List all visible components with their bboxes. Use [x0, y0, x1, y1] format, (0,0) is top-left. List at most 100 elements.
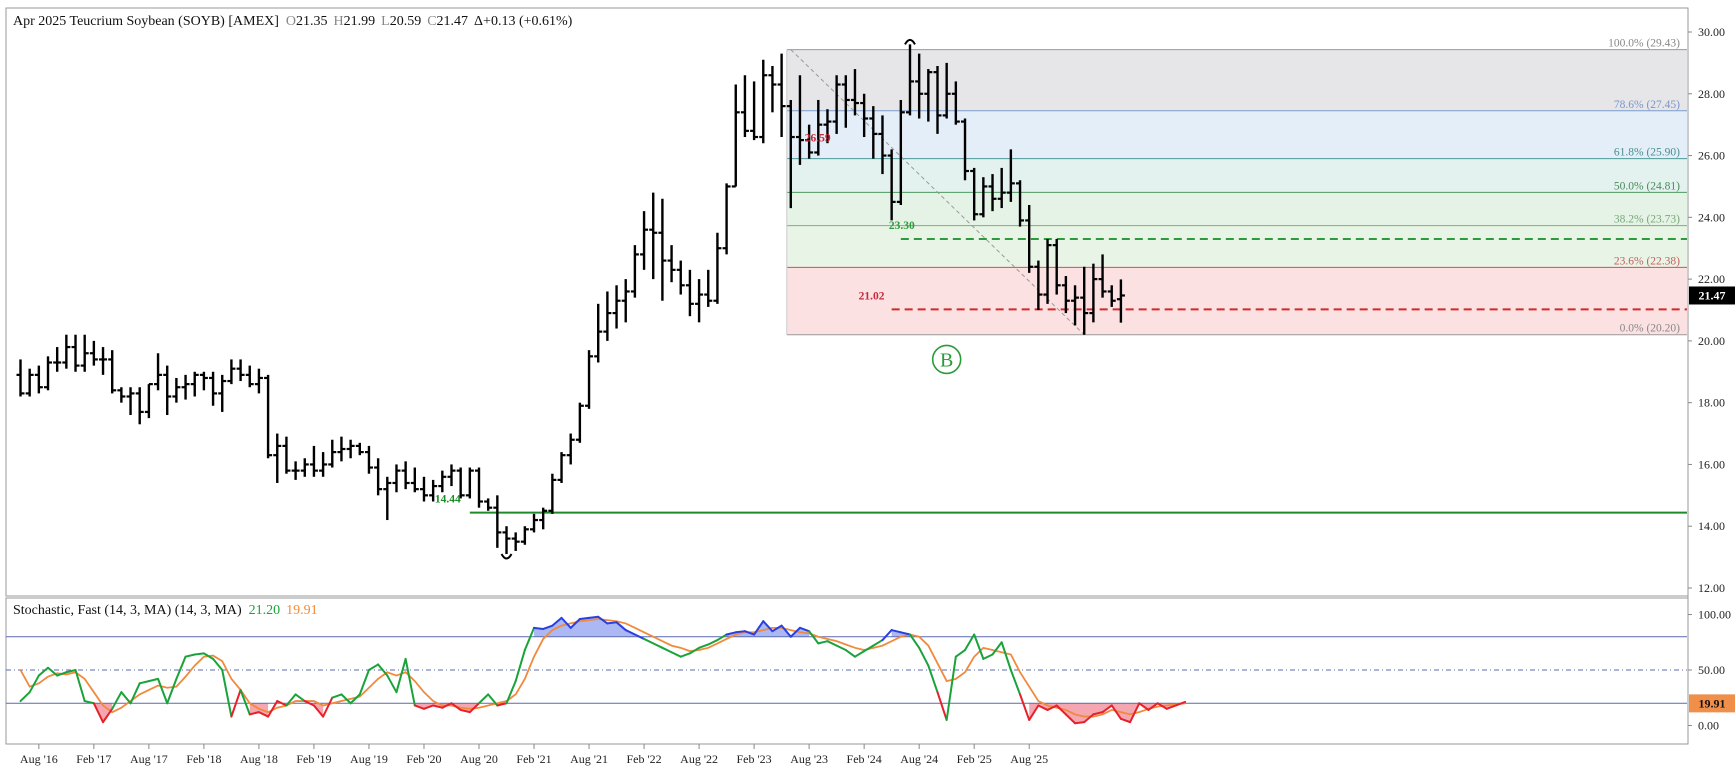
stoch-k-segment	[688, 646, 701, 655]
ohlc-bar	[970, 167, 979, 221]
stoch-k-segment	[679, 652, 691, 658]
ohlc-bar	[511, 532, 520, 551]
stoch-k-segment	[1055, 704, 1067, 716]
stoch-y-axis: 0.00 50.00 100.00 19.91	[1688, 608, 1735, 732]
ohlc-bar	[695, 279, 704, 323]
stoch-k-segment	[395, 657, 407, 694]
ohlc-bar	[740, 75, 749, 138]
ohlc-bar	[860, 93, 869, 138]
ohlc-bar	[530, 513, 539, 533]
stoch-k-segment	[945, 655, 957, 721]
stoch-k-segment	[468, 702, 480, 714]
x-tick-label: Aug '24	[900, 752, 938, 766]
fib-level-label: 38.2% (23.73)	[1614, 214, 1680, 226]
stoch-k-segment	[257, 711, 270, 718]
ohlc-bar	[291, 461, 300, 480]
stoch-k-segment	[908, 633, 921, 649]
stoch-k-segment	[478, 693, 490, 705]
ohlc-bar	[1098, 254, 1107, 298]
ohlc-bar	[805, 124, 814, 159]
stoch-y-tick-label: 100.00	[1698, 608, 1731, 622]
stoch-title: Stochastic, Fast (14, 3, MA) (14, 3, MA)	[13, 603, 242, 618]
stoch-k-segment	[808, 630, 820, 645]
x-tick-label: Aug '21	[570, 752, 608, 766]
stoch-k-segment	[780, 624, 792, 638]
stoch-k-segment	[936, 691, 948, 721]
fib-trend-line	[790, 49, 1085, 336]
price-y-tick-label: 22.00	[1698, 272, 1725, 286]
stoch-k-segment	[138, 680, 150, 685]
ohlc-bar	[218, 374, 227, 412]
stoch-k-segment	[881, 629, 893, 642]
ohlc-bar	[1061, 276, 1070, 314]
ohlc-bar	[630, 245, 639, 298]
stoch-k-segment	[633, 633, 646, 640]
stoch-k-segment	[331, 693, 343, 699]
ohlc-bar	[557, 452, 566, 483]
stoch-k-segment	[83, 700, 95, 705]
ohlc-bar	[539, 507, 548, 530]
ohlc-bar	[1116, 279, 1125, 323]
ohlc-bar	[832, 75, 841, 134]
stoch-k-segment	[1165, 704, 1177, 710]
ohlc-bar	[1043, 238, 1052, 304]
stoch-last-label: 19.91	[1699, 696, 1726, 710]
stoch-k-segment	[982, 653, 994, 660]
stoch-k-segment	[459, 708, 471, 714]
stoch-k-segment	[991, 641, 1003, 656]
ohlc-bar	[1071, 285, 1080, 326]
swing-high-marker	[904, 38, 916, 45]
ohlc-bar	[346, 439, 355, 459]
stoch-k-segment	[120, 691, 132, 705]
stoch-k-segment	[349, 693, 361, 705]
ohlc-bar	[108, 350, 117, 394]
x-axis: Aug '16 Feb '17 Aug '17 Feb '18 Aug '18 Feb '…	[20, 744, 1048, 766]
support-label: 14.44	[435, 494, 461, 506]
stoch-k-segment	[358, 669, 370, 696]
ohlc-bar	[172, 377, 181, 403]
stoch-k-segment	[147, 677, 160, 683]
stoch-k-segment	[716, 633, 728, 642]
stoch-k-segment	[1046, 704, 1058, 711]
ohlc-bar	[1052, 238, 1061, 295]
stoch-k-segment	[422, 704, 435, 710]
stoch-k-segment	[927, 664, 939, 694]
stoch-k-segment	[615, 621, 627, 632]
stoch-k-segment	[698, 643, 710, 649]
ohlc-bar	[126, 387, 135, 416]
x-tick-label: Feb '25	[957, 752, 992, 766]
ohlc-bar	[603, 291, 612, 341]
ohlc-bar	[667, 245, 676, 283]
ohlc-bar	[181, 374, 190, 400]
price-bars	[16, 38, 1125, 560]
ohlc-bar	[44, 356, 53, 391]
stoch-k-segment	[432, 704, 444, 709]
stoch-k-segment	[844, 649, 856, 658]
stoch-k-segment	[973, 633, 985, 660]
stoch-k-segment	[1019, 693, 1031, 721]
fib-level-label: 78.6% (27.45)	[1614, 99, 1680, 111]
stoch-k-segment	[487, 693, 499, 707]
stoch-k-segment	[734, 630, 746, 634]
stoch-k-segment	[285, 693, 297, 707]
ohlc-bar	[575, 402, 584, 443]
stoch-k-segment	[661, 646, 673, 654]
ohlc-bar	[392, 464, 401, 493]
price-y-tick-label: 12.00	[1698, 581, 1725, 595]
ohlc-bar	[419, 476, 428, 502]
header-low-key: L	[381, 14, 390, 29]
stoch-k-segment	[441, 702, 453, 709]
fib-level-label: 61.8% (25.90)	[1614, 147, 1680, 159]
ohlc-bar	[777, 53, 786, 138]
fib-zones	[786, 49, 1687, 335]
fib-level-label: 0.0% (20.20)	[1620, 323, 1681, 335]
ohlc-bar	[850, 69, 859, 116]
stoch-k-segment	[386, 674, 398, 694]
stoch-k-segment	[267, 700, 279, 718]
ohlc-bar	[264, 374, 273, 459]
ohlc-bar	[254, 368, 263, 394]
ohlc-bar	[823, 109, 832, 144]
ohlc-bar	[190, 371, 199, 397]
last-price-label: 21.47	[1699, 288, 1726, 302]
stoch-k-segment	[175, 655, 187, 680]
